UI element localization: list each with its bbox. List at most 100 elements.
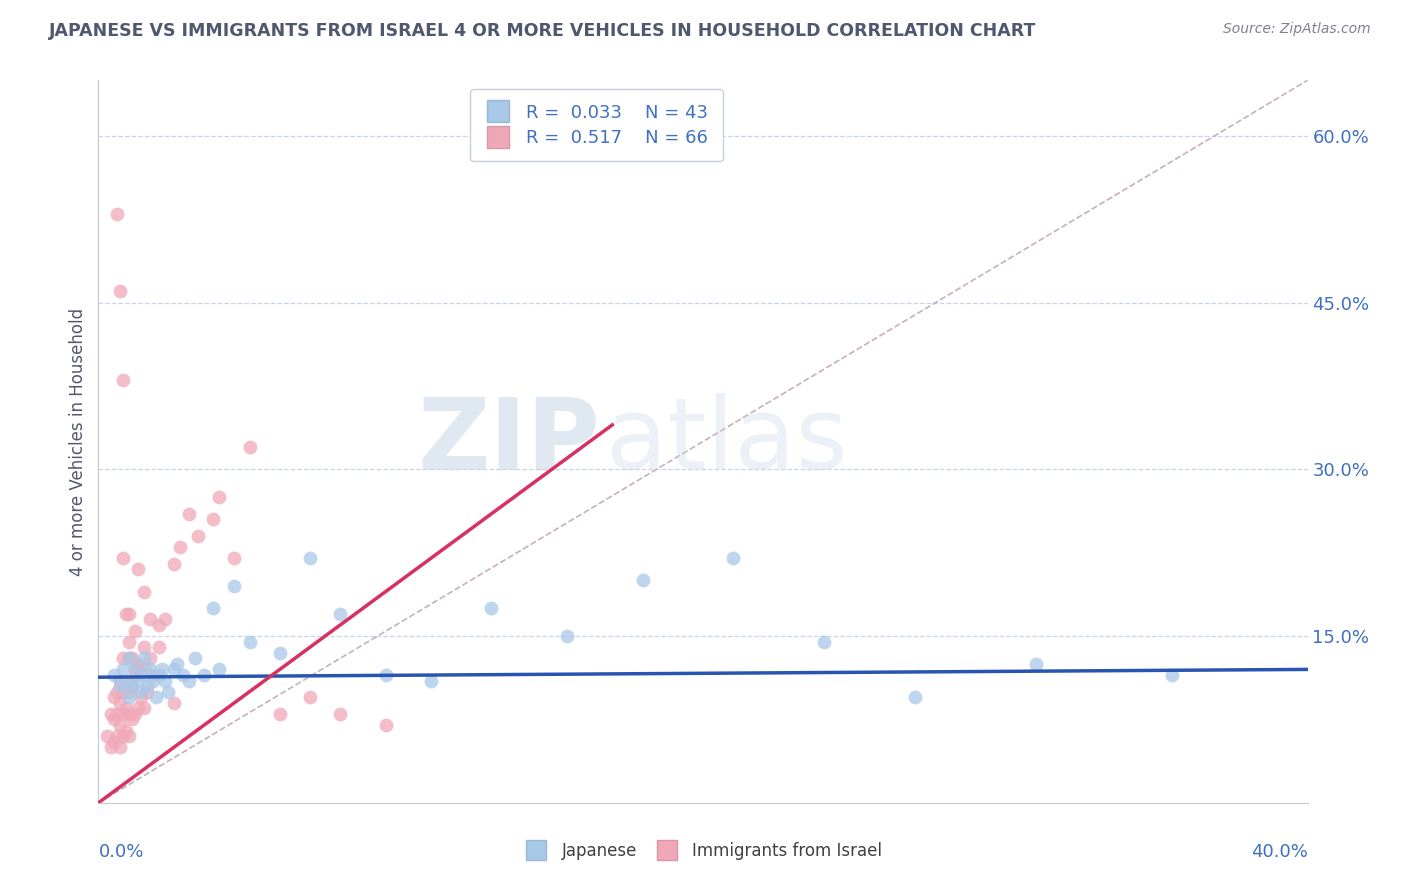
Point [631, 574, 654, 588]
Point [208, 490, 231, 504]
Point [111, 706, 134, 721]
Point [208, 662, 231, 676]
Point [100, 706, 122, 721]
Point [132, 668, 155, 682]
Point [127, 673, 149, 688]
Point [202, 601, 225, 615]
Point [202, 512, 225, 526]
Point [135, 684, 157, 698]
Point [103, 713, 125, 727]
Point [239, 634, 262, 648]
Point [269, 646, 291, 660]
Point [132, 584, 155, 599]
Point [111, 651, 134, 665]
Point [96, 729, 118, 743]
Point [329, 607, 352, 621]
Point [420, 673, 443, 688]
Point [114, 673, 136, 688]
Point [153, 612, 176, 626]
Point [132, 701, 155, 715]
Point [103, 690, 125, 705]
Y-axis label: 4 or more Vehicles in Household: 4 or more Vehicles in Household [69, 308, 87, 575]
Point [129, 684, 152, 698]
Point [124, 668, 146, 682]
Text: JAPANESE VS IMMIGRANTS FROM ISRAEL 4 OR MORE VEHICLES IN HOUSEHOLD CORRELATION C: JAPANESE VS IMMIGRANTS FROM ISRAEL 4 OR … [49, 22, 1036, 40]
Point [108, 673, 131, 688]
Point [127, 657, 149, 671]
Point [118, 706, 141, 721]
Point [105, 729, 128, 743]
Point [132, 651, 155, 665]
Point [132, 662, 155, 676]
Point [111, 551, 134, 566]
Point [299, 690, 322, 705]
Point [108, 718, 131, 732]
Point [169, 540, 191, 554]
Point [1024, 657, 1046, 671]
Point [139, 662, 162, 676]
Point [121, 679, 143, 693]
Point [100, 740, 122, 755]
Point [145, 690, 167, 705]
Point [481, 601, 503, 615]
Point [121, 651, 143, 665]
Point [374, 718, 396, 732]
Point [124, 662, 146, 676]
Point [124, 662, 146, 676]
Legend: Japanese, Immigrants from Israel: Japanese, Immigrants from Israel [517, 836, 889, 867]
Point [127, 562, 149, 576]
Point [904, 690, 927, 705]
Point [124, 706, 146, 721]
Point [114, 701, 136, 715]
Point [163, 696, 186, 710]
Point [163, 662, 186, 676]
Text: Source: ZipAtlas.com: Source: ZipAtlas.com [1223, 22, 1371, 37]
Point [224, 551, 246, 566]
Point [121, 679, 143, 693]
Point [148, 640, 170, 655]
Text: atlas: atlas [606, 393, 848, 490]
Point [374, 668, 396, 682]
Point [103, 668, 125, 682]
Point [118, 651, 141, 665]
Point [108, 679, 131, 693]
Point [103, 734, 125, 748]
Point [105, 706, 128, 721]
Point [124, 624, 146, 638]
Text: ZIP: ZIP [418, 393, 600, 490]
Point [224, 579, 246, 593]
Point [118, 651, 141, 665]
Point [118, 684, 141, 698]
Point [111, 729, 134, 743]
Point [299, 551, 322, 566]
Point [108, 740, 131, 755]
Point [108, 285, 131, 299]
Text: 40.0%: 40.0% [1251, 843, 1308, 861]
Point [129, 690, 152, 705]
Point [139, 612, 162, 626]
Point [111, 684, 134, 698]
Point [187, 529, 209, 543]
Point [118, 634, 141, 648]
Point [135, 679, 157, 693]
Point [179, 673, 201, 688]
Point [269, 706, 291, 721]
Point [111, 373, 134, 387]
Point [132, 640, 155, 655]
Point [163, 557, 186, 571]
Point [329, 706, 352, 721]
Text: 0.0%: 0.0% [98, 843, 143, 861]
Point [114, 607, 136, 621]
Point [114, 723, 136, 738]
Point [184, 651, 207, 665]
Point [118, 607, 141, 621]
Point [179, 507, 201, 521]
Point [114, 673, 136, 688]
Point [108, 696, 131, 710]
Point [118, 729, 141, 743]
Point [193, 668, 215, 682]
Point [139, 651, 162, 665]
Point [153, 673, 176, 688]
Point [127, 701, 149, 715]
Point [105, 684, 128, 698]
